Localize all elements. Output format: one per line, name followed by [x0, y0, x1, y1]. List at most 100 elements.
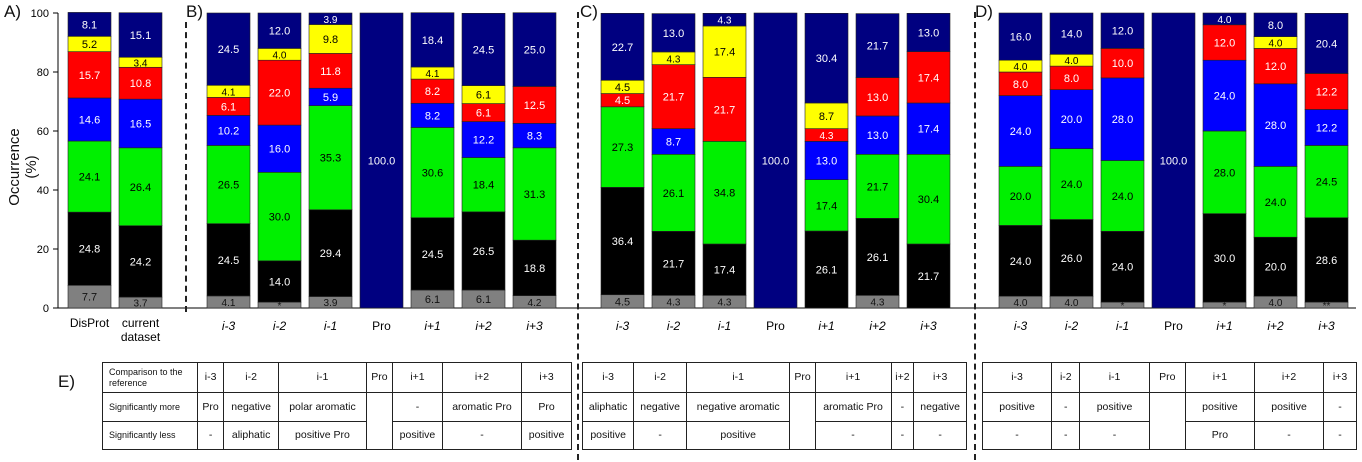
table-cell: positive — [521, 421, 572, 450]
data-label: 29.4 — [320, 248, 341, 260]
col-header: i-3 — [581, 362, 635, 393]
bar-segment — [512, 86, 557, 124]
data-label: 30.4 — [816, 53, 837, 65]
table-cell: negative — [913, 392, 967, 422]
data-label: 13.0 — [816, 156, 837, 168]
data-label: 25.0 — [524, 45, 545, 57]
data-label: 24.0 — [1010, 256, 1031, 268]
bar-segment — [998, 225, 1043, 297]
data-label: 16.0 — [269, 144, 290, 156]
x-tick-label: i-1 — [1116, 319, 1129, 333]
table-cell: - — [814, 421, 892, 450]
bar-segment — [67, 51, 112, 99]
data-label: 5.2 — [82, 39, 97, 51]
bar-segment — [1253, 236, 1298, 297]
data-label: 17.4 — [714, 265, 735, 277]
data-label: 4.3 — [820, 131, 834, 142]
x-tick-label: i-3 — [616, 319, 630, 333]
table-row-less: - - - Pro - - — [981, 421, 1357, 450]
data-label: 6.1 — [425, 294, 440, 306]
data-label: * — [1223, 301, 1227, 312]
data-label: 24.0 — [1112, 262, 1133, 274]
panel-divider-2 — [577, 12, 579, 460]
bar-segment — [461, 157, 506, 213]
data-label: 10.0 — [1112, 58, 1133, 70]
data-label: 30.6 — [422, 168, 443, 180]
data-label: 8.2 — [425, 86, 440, 98]
bar-segment — [1253, 166, 1298, 238]
col-header: i-2 — [223, 362, 280, 393]
data-label: 28.0 — [1112, 114, 1133, 126]
bar-segment — [410, 217, 455, 291]
table-row-more: Significantly more Pro negative polar ar… — [102, 392, 572, 450]
table-cell: negative aromatic — [685, 392, 791, 422]
x-tick-label: Pro — [766, 319, 785, 333]
data-label: 12.5 — [524, 100, 545, 112]
panel-label-b: B) — [186, 2, 203, 21]
bar-segment — [906, 102, 951, 155]
table-cell: Pro — [196, 392, 225, 422]
row-label-more: Significantly more — [102, 392, 198, 422]
table-cell: Pro — [1184, 421, 1256, 450]
bar-segment — [998, 95, 1043, 167]
bar-segment — [461, 121, 506, 158]
x-tick-label: i+1 — [424, 319, 440, 333]
data-label: 4.1 — [426, 69, 440, 80]
bar-segment — [998, 12, 1043, 61]
bar-segment — [118, 98, 163, 149]
data-label: 21.7 — [867, 181, 888, 193]
bar-segment — [804, 102, 849, 129]
table-cell: - — [1051, 421, 1081, 450]
data-label: 17.4 — [918, 72, 939, 84]
bar-segment — [600, 106, 645, 188]
x-tick-label: i-2 — [667, 319, 681, 333]
col-header: Pro — [789, 362, 816, 393]
data-label: 21.7 — [867, 41, 888, 53]
bar-segment — [461, 12, 506, 86]
table-cell: positive — [1184, 392, 1256, 422]
bar-segment — [651, 231, 696, 296]
data-label: 24.0 — [1010, 126, 1031, 138]
stacked-bar-chart: 0 20 40 60 80 100 7.7 24.8 24.1 14.6 15.7 5.2 8.1 Dis… — [31, 8, 1356, 344]
data-label: 24.5 — [422, 249, 443, 261]
table-cell: aromatic Pro — [814, 392, 892, 422]
data-label: 18.4 — [422, 35, 443, 47]
data-label: 24.5 — [1316, 177, 1337, 189]
bar-segment — [753, 12, 798, 309]
panel-label-c: C) — [580, 2, 598, 21]
data-label: 26.1 — [663, 188, 684, 200]
table-cell: negative — [223, 392, 280, 422]
bar-segment — [804, 230, 849, 309]
data-label: 4.3 — [871, 298, 885, 309]
bar-segment — [67, 211, 112, 286]
data-label: 8.0 — [1268, 20, 1283, 32]
data-label: 35.3 — [320, 153, 341, 165]
bar-segment — [67, 140, 112, 213]
data-label: 6.1 — [476, 294, 491, 306]
data-label: 10.2 — [218, 125, 239, 137]
bar-segment — [1100, 12, 1145, 49]
bar-segment — [906, 51, 951, 104]
bar-segment — [359, 12, 404, 309]
bar-segment — [1202, 59, 1247, 132]
x-tick-label: i-2 — [1065, 319, 1079, 333]
bar-segment — [1253, 12, 1298, 37]
bar-segment — [702, 141, 747, 245]
x-tick-label: Pro — [1164, 319, 1183, 333]
data-label: 4.3 — [718, 298, 732, 309]
data-label: 24.0 — [1214, 91, 1235, 103]
data-label: 26.5 — [473, 246, 494, 258]
data-label: 8.3 — [527, 131, 542, 143]
bar-segment — [651, 13, 696, 53]
table-cell: aliphatic — [581, 392, 635, 422]
x-tick-label: current — [122, 316, 160, 330]
table-cell: - — [1323, 392, 1357, 422]
data-label: 100.0 — [1160, 156, 1188, 168]
table-row-more: positive - positive positive positive - — [981, 392, 1357, 450]
data-label: 4.5 — [615, 296, 630, 308]
bar-segment — [855, 115, 900, 155]
bar-segment — [461, 211, 506, 291]
table-cell: aromatic Pro — [441, 392, 523, 422]
col-header: i+2 — [441, 362, 523, 393]
data-label: 14.0 — [269, 276, 290, 288]
